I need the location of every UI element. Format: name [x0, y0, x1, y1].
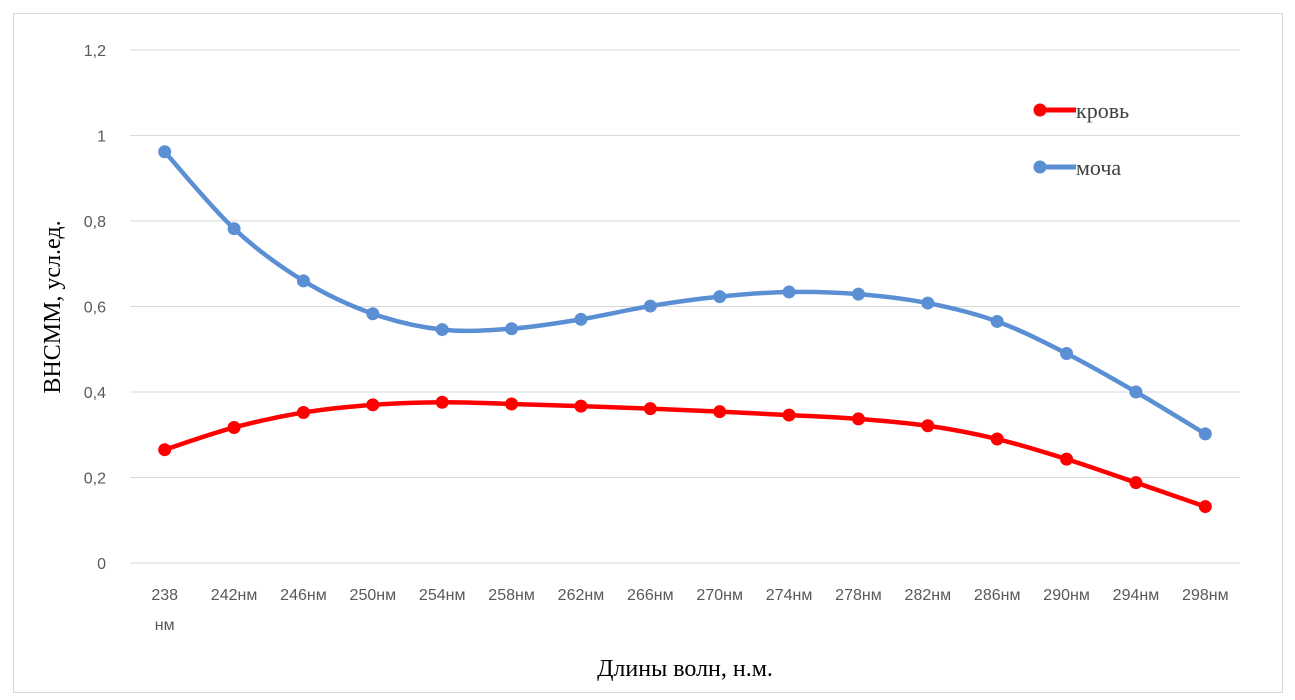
x-tick-label: 294нм — [1113, 587, 1160, 604]
y-tick-label: 0,6 — [84, 300, 106, 317]
x-tick-label: 262нм — [558, 587, 605, 604]
data-point — [435, 323, 449, 337]
legend-label-urine: моча — [1076, 155, 1121, 180]
legend-item-blood: кровь — [1033, 98, 1129, 123]
x-tick-label: 286нм — [974, 587, 1021, 604]
x-axis-tick-labels: 238 нм 242нм 246нм 250нм 254нм 258нм 262нм 266нм… — [151, 587, 1228, 634]
x-tick-label-line: 290нм — [1043, 587, 1090, 604]
x-axis-title: Длины волн, н.м. — [597, 656, 773, 682]
data-point — [296, 274, 310, 288]
y-tick-label: 0,4 — [84, 385, 106, 402]
x-tick-label-line: 294нм — [1113, 587, 1160, 604]
data-point — [643, 299, 657, 313]
x-tick-label: 238 нм — [151, 587, 178, 634]
x-tick-label: 266нм — [627, 587, 674, 604]
data-point — [227, 222, 241, 236]
x-tick-label: 270нм — [696, 587, 743, 604]
data-point — [158, 145, 172, 159]
y-tick-label: 0,8 — [84, 214, 106, 231]
data-point — [921, 296, 935, 310]
legend-item-urine: моча — [1033, 155, 1121, 180]
x-tick-label-line: 282нм — [905, 587, 952, 604]
data-point — [990, 432, 1004, 446]
x-tick-label: 246нм — [280, 587, 327, 604]
data-point — [782, 408, 796, 422]
data-point — [366, 307, 380, 321]
data-point — [1198, 427, 1212, 441]
x-tick-label-line: 254нм — [419, 587, 466, 604]
data-point — [296, 406, 310, 420]
y-axis-title: ВНСММ, усл.ед. — [40, 220, 66, 393]
data-point — [1060, 452, 1074, 466]
x-tick-label: 274нм — [766, 587, 813, 604]
x-tick-label-line: 278нм — [835, 587, 882, 604]
data-point — [782, 285, 796, 299]
x-tick-label-line: 242нм — [211, 587, 258, 604]
data-point — [921, 419, 935, 433]
x-tick-label: 254нм — [419, 587, 466, 604]
data-point — [435, 395, 449, 409]
x-tick-label: 278нм — [835, 587, 882, 604]
x-tick-label-line: нм — [155, 617, 175, 634]
y-tick-label: 1 — [97, 129, 106, 146]
data-point — [366, 398, 380, 412]
data-point — [158, 443, 172, 457]
x-tick-label-line: 262нм — [558, 587, 605, 604]
y-axis-tick-labels: 0 0,2 0,4 0,6 0,8 1 1,2 — [84, 43, 106, 573]
data-point — [1060, 347, 1074, 361]
series-line — [164, 400, 1207, 509]
x-tick-label: 250нм — [350, 587, 397, 604]
legend: кровь моча — [1033, 98, 1129, 180]
x-tick-label-line: 258нм — [488, 587, 535, 604]
data-point — [990, 314, 1004, 328]
data-point — [713, 290, 727, 304]
x-tick-label-line: 270нм — [696, 587, 743, 604]
x-tick-label: 282нм — [905, 587, 952, 604]
x-tick-label: 258нм — [488, 587, 535, 604]
x-tick-label: 290нм — [1043, 587, 1090, 604]
series-line — [163, 150, 1207, 436]
legend-marker-urine — [1033, 160, 1047, 174]
series-1 — [158, 145, 1212, 441]
x-tick-label: 298нм — [1182, 587, 1229, 604]
data-point — [1129, 476, 1143, 490]
x-tick-label-line: 286нм — [974, 587, 1021, 604]
chart-frame — [13, 13, 1283, 693]
x-tick-label-line: 246нм — [280, 587, 327, 604]
data-point — [851, 412, 865, 426]
data-point — [227, 420, 241, 434]
y-tick-label: 0,2 — [84, 471, 106, 488]
y-tick-label: 1,2 — [84, 43, 106, 60]
legend-marker-blood — [1033, 103, 1047, 117]
data-point — [851, 287, 865, 301]
data-point — [574, 399, 588, 413]
gridlines — [130, 49, 1240, 564]
data-point — [1198, 500, 1212, 514]
x-tick-label-line: 238 — [151, 587, 178, 604]
y-tick-label: 0 — [97, 556, 106, 573]
legend-label-blood: кровь — [1076, 98, 1129, 123]
data-point — [1129, 385, 1143, 399]
data-point — [505, 397, 519, 411]
x-tick-label-line: 250нм — [350, 587, 397, 604]
x-tick-label: 242нм — [211, 587, 258, 604]
series-0 — [158, 395, 1212, 514]
data-point — [713, 405, 727, 419]
data-point — [643, 402, 657, 416]
x-tick-label-line: 298нм — [1182, 587, 1229, 604]
x-tick-label-line: 274нм — [766, 587, 813, 604]
series-layer — [158, 145, 1212, 514]
data-point — [505, 322, 519, 336]
x-tick-label-line: 266нм — [627, 587, 674, 604]
data-point — [574, 312, 588, 326]
